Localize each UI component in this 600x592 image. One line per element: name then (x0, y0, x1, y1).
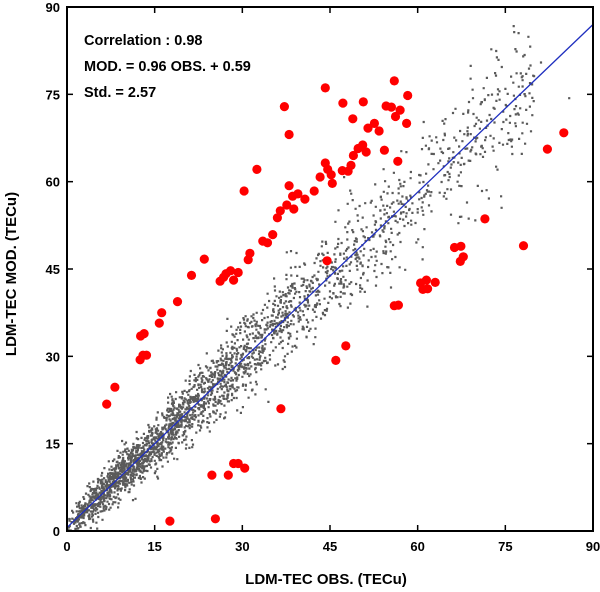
outlier-point (361, 147, 371, 157)
outlier-point (320, 83, 330, 93)
outlier-point (102, 399, 112, 409)
outlier-point (369, 118, 379, 128)
outlier-point (348, 114, 358, 124)
outlier-point (542, 144, 553, 154)
x-tick-label: 15 (147, 539, 161, 554)
outlier-point (430, 277, 440, 287)
outlier-point (456, 241, 466, 251)
y-tick-label: 30 (46, 349, 60, 364)
outlier-point (293, 189, 303, 199)
x-tick-label: 30 (235, 539, 249, 554)
model-points-cloud (67, 25, 571, 532)
outlier-point (402, 118, 412, 128)
std-annotation: Std. = 2.57 (84, 85, 156, 101)
outlier-point (279, 102, 289, 112)
outlier-point (389, 76, 399, 86)
x-tick-label: 60 (410, 539, 424, 554)
outlier-point (315, 172, 325, 182)
y-axis-title: LDM-TEC MOD. (TECu) (3, 192, 20, 356)
outlier-point (374, 126, 384, 136)
outlier-point (252, 164, 262, 174)
y-tick-label: 0 (53, 524, 60, 539)
outlier-point (207, 470, 217, 480)
outlier-point (518, 241, 529, 251)
y-tick-label: 15 (46, 437, 60, 452)
outlier-point (393, 300, 403, 310)
regression-line (66, 24, 594, 529)
y-tick-label: 90 (46, 0, 60, 15)
x-tick-label: 45 (323, 539, 337, 554)
outlier-point (284, 129, 294, 140)
y-tick-label: 75 (46, 87, 60, 102)
outlier-point (559, 128, 569, 138)
outlier-point (423, 284, 433, 294)
x-tick-label: 75 (498, 539, 512, 554)
outlier-point (331, 355, 341, 365)
outlier-point (300, 194, 310, 204)
outlier-point (379, 145, 389, 155)
outlier-point (275, 206, 285, 216)
outlier-point (110, 382, 120, 392)
outlier-point (240, 463, 250, 473)
outlier-point (327, 178, 337, 188)
outlier-point (210, 514, 220, 524)
outlier-point (284, 181, 294, 191)
outlier-point (233, 458, 243, 469)
outlier-point (403, 90, 413, 101)
outlier-point (341, 341, 351, 351)
outlier-point (199, 254, 209, 264)
outlier-point (276, 404, 286, 414)
outlier-point (154, 318, 164, 328)
outlier-point (141, 350, 152, 360)
y-tick-label: 45 (46, 262, 60, 277)
regression-equation-annotation: MOD. = 0.96 OBS. + 0.59 (84, 59, 251, 75)
outlier-point (157, 308, 167, 318)
outlier-point (282, 200, 292, 210)
correlation-annotation: Correlation : 0.98 (84, 33, 202, 49)
outlier-point (363, 123, 373, 133)
outlier-point (358, 97, 368, 107)
outlier-point (390, 111, 401, 122)
outlier-point (393, 156, 403, 166)
axis-ticks: 0 15 30 45 60 75 90 0 15 30 45 60 75 90 (46, 0, 600, 554)
outlier-point (245, 248, 255, 258)
outlier-point (268, 230, 278, 240)
outlier-point (289, 204, 299, 214)
outlier-point (309, 186, 319, 196)
outlier-point (338, 98, 348, 108)
outlier-point (186, 270, 197, 280)
outlier-point (480, 214, 490, 224)
cloud-points (67, 25, 571, 532)
outlier-point (139, 329, 149, 339)
outlier-point (322, 256, 332, 266)
outlier-point (165, 516, 175, 526)
outlier-point (172, 297, 183, 307)
outlier-point (455, 256, 465, 266)
outlier-point (326, 170, 336, 180)
y-tick-label: 60 (46, 175, 60, 190)
x-axis-title: LDM-TEC OBS. (TECu) (245, 571, 407, 588)
outlier-point (262, 238, 273, 248)
x-tick-label: 90 (586, 539, 600, 554)
outlier-point (386, 102, 396, 112)
outlier-point (223, 470, 233, 480)
outlier-point (226, 266, 236, 276)
outlier-point (239, 186, 249, 196)
x-tick-label: 0 (63, 539, 70, 554)
outlier-point (358, 140, 368, 150)
outlier-point (233, 267, 243, 278)
outlier-point (272, 213, 282, 223)
outlier-point (421, 275, 431, 285)
outlier-point (348, 150, 358, 161)
outlier-points (102, 76, 569, 526)
outlier-point (346, 160, 356, 170)
outlier-point (229, 275, 239, 285)
outlier-point (395, 105, 405, 115)
